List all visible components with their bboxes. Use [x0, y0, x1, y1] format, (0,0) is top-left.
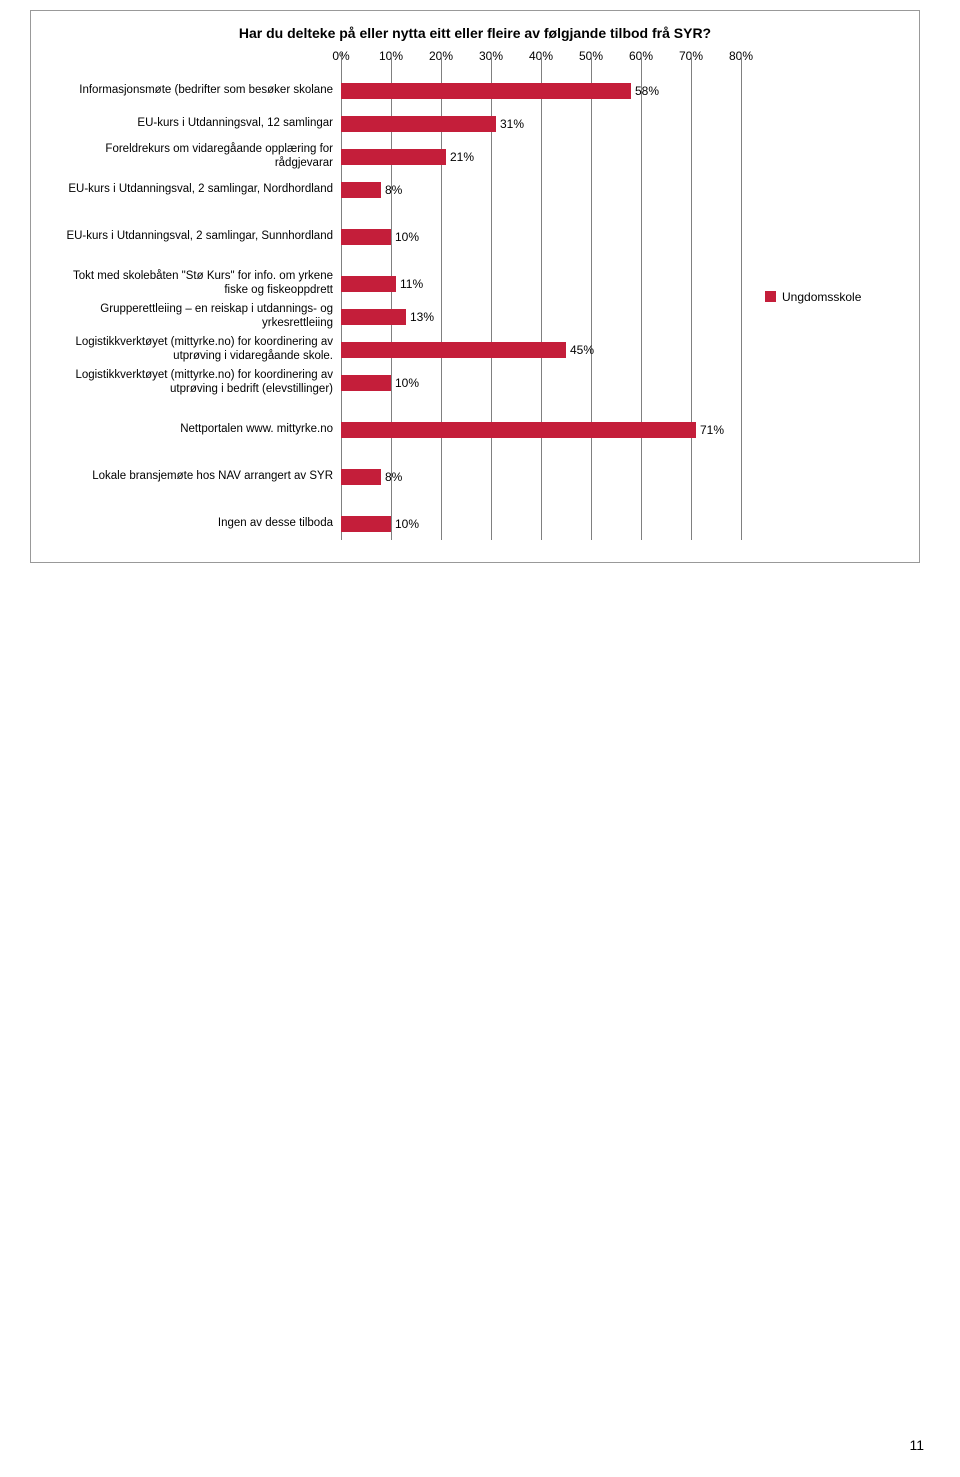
category-label: Lokale bransjemøte hos NAV arrangert av … — [51, 470, 341, 483]
group-gap — [341, 399, 741, 413]
category-label: Nettportalen www. mittyrke.no — [51, 423, 341, 436]
group-gap — [51, 493, 341, 507]
bar — [341, 83, 631, 99]
group-gap — [341, 253, 741, 267]
y-label-row: Ingen av desse tilboda — [51, 507, 341, 540]
y-label-row: Informasjonsmøte (bedrifter som besøker … — [51, 74, 341, 107]
bar-row: 10% — [341, 366, 741, 399]
bar-cell: 58% — [341, 74, 741, 107]
bar — [341, 516, 391, 532]
group-gap — [341, 493, 741, 507]
bar — [341, 309, 406, 325]
category-label: EU-kurs i Utdanningsval, 2 samlingar, No… — [51, 183, 341, 196]
bar — [341, 116, 496, 132]
category-label: Logistikkverktøyet (mittyrke.no) for koo… — [51, 336, 341, 362]
bar-value-label: 45% — [570, 343, 594, 357]
chart-inner: 0%10%20%30%40%50%60%70%80% Informasjonsm… — [51, 53, 899, 540]
page: Har du delteke på eller nytta eitt eller… — [0, 0, 960, 1477]
bar-cell: 10% — [341, 220, 741, 253]
bar-value-label: 58% — [635, 84, 659, 98]
bar-row: 10% — [341, 507, 741, 540]
bar — [341, 182, 381, 198]
y-axis-labels: Informasjonsmøte (bedrifter som besøker … — [51, 53, 341, 540]
bar-value-label: 13% — [410, 310, 434, 324]
bar — [341, 276, 396, 292]
chart-title: Har du delteke på eller nytta eitt eller… — [51, 25, 899, 41]
bar-cell: 31% — [341, 107, 741, 140]
bar-cell: 10% — [341, 507, 741, 540]
legend-item: Ungdomsskole — [765, 290, 861, 304]
gridline — [741, 53, 742, 540]
group-gap — [51, 446, 341, 460]
bar-value-label: 11% — [400, 277, 423, 291]
bar-cell: 13% — [341, 300, 741, 333]
bar — [341, 229, 391, 245]
page-number: 11 — [909, 1437, 924, 1453]
bar-value-label: 8% — [385, 470, 402, 484]
bar — [341, 342, 566, 358]
bar-cell: 71% — [341, 413, 741, 446]
y-label-row: EU-kurs i Utdanningsval, 12 samlingar — [51, 107, 341, 140]
category-label: Foreldrekurs om vidaregåande opplæring f… — [51, 143, 341, 169]
bar-value-label: 10% — [395, 230, 419, 244]
bar-value-label: 8% — [385, 183, 402, 197]
y-label-row: Logistikkverktøyet (mittyrke.no) for koo… — [51, 366, 341, 399]
y-label-row: Grupperettleiing – en reiskap i utdannin… — [51, 300, 341, 333]
y-label-row: Nettportalen www. mittyrke.no — [51, 413, 341, 446]
legend: Ungdomsskole — [741, 53, 891, 540]
bar — [341, 422, 696, 438]
bar-row: 58% — [341, 74, 741, 107]
bar-row: 21% — [341, 140, 741, 173]
bar-value-label: 31% — [500, 117, 524, 131]
bar-value-label: 10% — [395, 517, 419, 531]
category-label: Ingen av desse tilboda — [51, 517, 341, 530]
group-gap — [341, 446, 741, 460]
category-label: EU-kurs i Utdanningsval, 2 samlingar, Su… — [51, 230, 341, 243]
category-label: Logistikkverktøyet (mittyrke.no) for koo… — [51, 369, 341, 395]
y-label-row: EU-kurs i Utdanningsval, 2 samlingar, Su… — [51, 220, 341, 253]
bar-row: 45% — [341, 333, 741, 366]
y-label-row: Lokale bransjemøte hos NAV arrangert av … — [51, 460, 341, 493]
y-label-row: Foreldrekurs om vidaregåande opplæring f… — [51, 140, 341, 173]
category-label: Grupperettleiing – en reiskap i utdannin… — [51, 303, 341, 329]
group-gap — [51, 399, 341, 413]
y-label-row: Tokt med skolebåten "Stø Kurs" for info.… — [51, 267, 341, 300]
category-label: Informasjonsmøte (bedrifter som besøker … — [51, 84, 341, 97]
bar — [341, 375, 391, 391]
bar-value-label: 71% — [700, 423, 724, 437]
group-gap — [51, 253, 341, 267]
bar-value-label: 10% — [395, 376, 419, 390]
bar-row: 8% — [341, 460, 741, 493]
legend-swatch-icon — [765, 291, 776, 302]
chart-area: Informasjonsmøte (bedrifter som besøker … — [51, 53, 899, 540]
bar-cell: 8% — [341, 173, 741, 206]
category-label: EU-kurs i Utdanningsval, 12 samlingar — [51, 117, 341, 130]
bar-cell: 10% — [341, 366, 741, 399]
bar-cell: 8% — [341, 460, 741, 493]
y-label-row: Logistikkverktøyet (mittyrke.no) for koo… — [51, 333, 341, 366]
bar — [341, 469, 381, 485]
bar-cell: 45% — [341, 333, 741, 366]
category-label: Tokt med skolebåten "Stø Kurs" for info.… — [51, 270, 341, 296]
bar-cell: 21% — [341, 140, 741, 173]
group-gap — [341, 206, 741, 220]
chart-container: Har du delteke på eller nytta eitt eller… — [30, 10, 920, 563]
legend-label: Ungdomsskole — [782, 290, 861, 304]
bar-row: 71% — [341, 413, 741, 446]
y-label-row: EU-kurs i Utdanningsval, 2 samlingar, No… — [51, 173, 341, 206]
bar-row: 31% — [341, 107, 741, 140]
group-gap — [51, 206, 341, 220]
bar-row: 10% — [341, 220, 741, 253]
bar-row: 8% — [341, 173, 741, 206]
bar-value-label: 21% — [450, 150, 474, 164]
bar — [341, 149, 446, 165]
bar-row: 11% — [341, 267, 741, 300]
bar-row: 13% — [341, 300, 741, 333]
bars-layer: 58% 31% 21% 8% 10% 11% 13% 45% 10% 71% 8% 10% — [341, 53, 741, 540]
plot-area: 58% 31% 21% 8% 10% 11% 13% 45% 10% 71% 8% 10% — [341, 53, 741, 540]
bar-cell: 11% — [341, 267, 741, 300]
